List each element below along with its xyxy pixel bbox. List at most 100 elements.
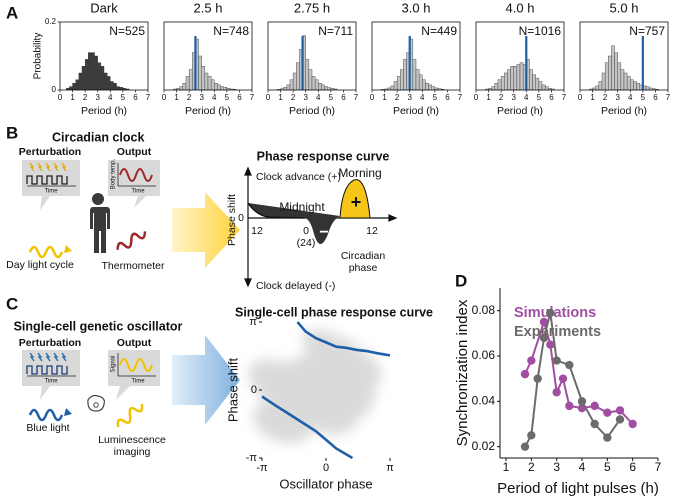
bar <box>633 81 637 91</box>
bar <box>81 65 86 91</box>
chart-title: Single-cell phase response curve <box>235 305 433 319</box>
y-tick-label: π <box>249 316 257 328</box>
x-axis-label: Period (h) <box>601 105 647 117</box>
x-tick-label: 2 <box>291 93 296 102</box>
bar <box>422 79 426 91</box>
advance-lobe <box>339 179 371 219</box>
bar <box>614 52 618 91</box>
point <box>603 408 612 417</box>
axis-label: Phase shift <box>226 194 238 246</box>
output-label: imaging <box>114 446 151 458</box>
bar <box>425 82 429 91</box>
bar <box>598 81 603 91</box>
bar <box>84 59 89 91</box>
bar <box>516 64 521 91</box>
x-tick-label: 2 <box>187 93 192 102</box>
y-axis-label: Probability <box>33 33 44 80</box>
plot-frame <box>267 21 357 91</box>
bar <box>91 52 95 91</box>
series-line <box>296 321 391 357</box>
bar <box>601 72 606 91</box>
bar <box>286 84 291 91</box>
bar <box>535 77 540 91</box>
panel-label: C <box>6 294 18 313</box>
point <box>527 431 536 440</box>
annotation: N=757 <box>629 24 665 38</box>
panel-title: Single-cell genetic oscillator <box>14 319 183 333</box>
bar <box>604 62 609 91</box>
bar <box>106 76 111 91</box>
bar <box>390 85 395 91</box>
bar <box>179 86 184 91</box>
x-tick-label: 1 <box>382 93 387 102</box>
bar <box>513 65 518 91</box>
annotation: Morning <box>338 166 381 180</box>
point <box>577 397 587 406</box>
series-line <box>261 395 354 460</box>
bar <box>110 81 114 91</box>
luminescence-wave <box>116 403 144 428</box>
chart-title: 5.0 h <box>610 0 639 15</box>
bar <box>311 76 316 91</box>
point <box>520 369 530 379</box>
axis-label: Signal <box>111 356 117 373</box>
bar <box>611 45 615 91</box>
x-tick-label: 4 <box>420 93 425 102</box>
plot-frame <box>59 21 149 91</box>
x-tick-label: 7 <box>146 93 151 102</box>
bar <box>283 87 288 91</box>
arrow-head <box>64 245 72 253</box>
x-tick-label: 1 <box>70 93 75 102</box>
bar <box>207 76 212 91</box>
x-tick-label: 0 <box>58 93 63 102</box>
x-tick-label: 5 <box>537 93 542 102</box>
y-tick-label: 0 <box>52 85 57 94</box>
x-tick-label: 5 <box>225 93 230 102</box>
point <box>628 419 637 429</box>
annotation: N=525 <box>109 24 145 38</box>
x-tick-label: 3 <box>553 460 560 474</box>
bar <box>510 65 514 91</box>
light-wave <box>28 245 64 259</box>
annotation: N=449 <box>421 24 457 38</box>
input-label: Blue light <box>26 422 69 434</box>
person-icon <box>89 193 110 253</box>
x-tick-label: π <box>386 462 394 474</box>
tick-label: (24) <box>297 237 316 249</box>
y-tick-label: 0.02 <box>472 439 496 453</box>
bar <box>415 69 420 91</box>
annotation: − <box>319 224 328 241</box>
bar <box>491 86 496 91</box>
x-tick-label: 0 <box>474 93 479 102</box>
x-tick-label: 4 <box>212 93 217 102</box>
x-tick-label: 6 <box>341 93 346 102</box>
cell-nucleus <box>93 402 99 408</box>
output-label: Thermometer <box>101 260 165 272</box>
bar <box>532 74 536 91</box>
annotation: + <box>351 192 362 212</box>
annotation: N=748 <box>213 24 249 38</box>
bar <box>412 59 417 91</box>
bar <box>305 59 310 91</box>
bar <box>72 82 76 91</box>
big-arrow <box>172 335 240 425</box>
point <box>520 442 530 451</box>
axis-note: Clock delayed (-) <box>256 280 335 292</box>
bar <box>497 79 502 91</box>
output-label: Luminescence <box>98 434 166 446</box>
point <box>558 374 568 383</box>
x-tick-label: 4 <box>628 93 633 102</box>
box-title: Output <box>117 146 152 158</box>
point <box>565 401 574 411</box>
point <box>546 340 555 349</box>
point <box>565 360 574 370</box>
point <box>539 317 549 327</box>
x-tick-label: 6 <box>549 93 554 102</box>
bar <box>97 62 102 91</box>
bar <box>324 86 328 91</box>
bar <box>185 76 190 91</box>
output-box <box>108 350 160 400</box>
bar <box>623 72 628 91</box>
bar <box>318 82 322 91</box>
